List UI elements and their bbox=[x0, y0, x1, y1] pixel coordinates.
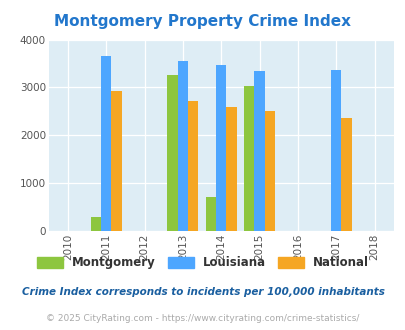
Bar bbox=[188, 101, 198, 231]
Bar bbox=[226, 107, 236, 231]
Bar bbox=[205, 197, 215, 231]
Text: Crime Index corresponds to incidents per 100,000 inhabitants: Crime Index corresponds to incidents per… bbox=[21, 287, 384, 297]
Text: © 2025 CityRating.com - https://www.cityrating.com/crime-statistics/: © 2025 CityRating.com - https://www.city… bbox=[46, 314, 359, 323]
Text: Montgomery Property Crime Index: Montgomery Property Crime Index bbox=[54, 14, 351, 29]
Bar bbox=[177, 61, 188, 231]
Bar bbox=[111, 91, 122, 231]
Bar bbox=[330, 70, 341, 231]
Bar bbox=[264, 112, 275, 231]
Bar bbox=[243, 85, 254, 231]
Legend: Montgomery, Louisiana, National: Montgomery, Louisiana, National bbox=[32, 252, 373, 274]
Bar bbox=[167, 75, 177, 231]
Bar bbox=[215, 65, 226, 231]
Bar bbox=[254, 71, 264, 231]
Bar bbox=[341, 118, 351, 231]
Bar bbox=[90, 216, 101, 231]
Bar bbox=[101, 56, 111, 231]
